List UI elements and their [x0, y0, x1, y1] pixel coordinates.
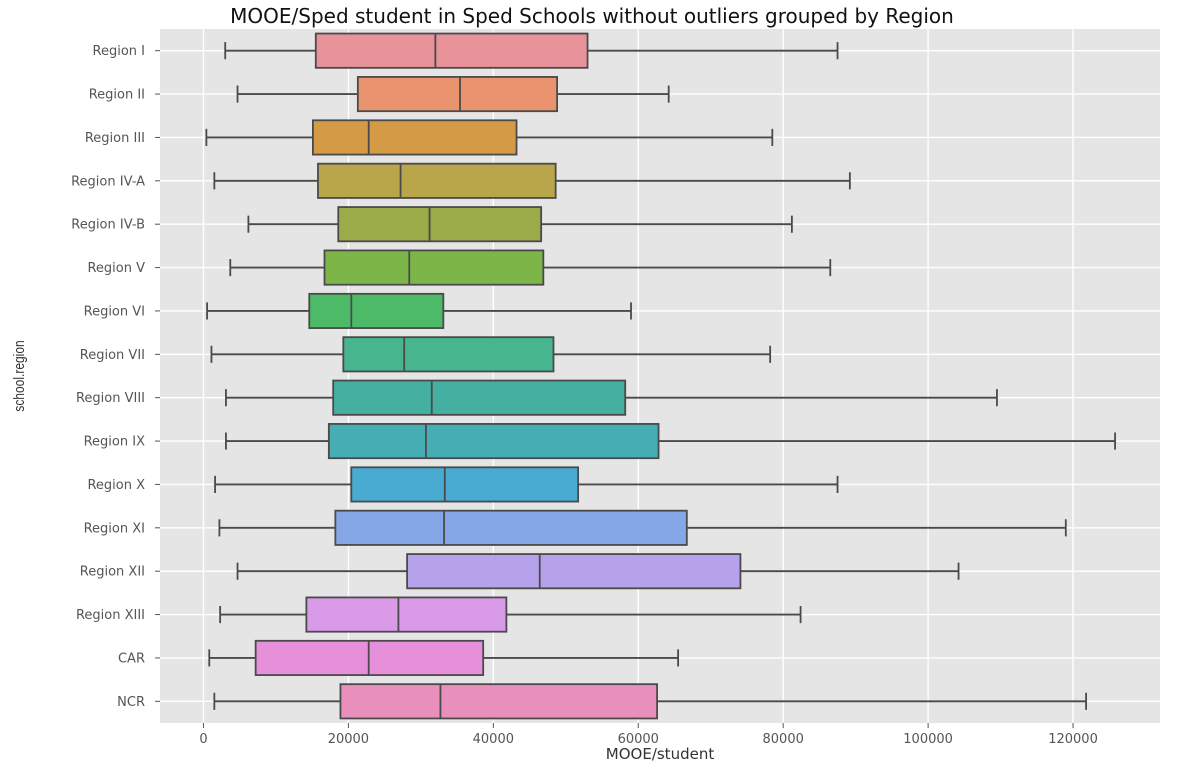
- box-body: [337, 206, 543, 243]
- boxes-layer: [205, 32, 1116, 720]
- box-body: [308, 292, 445, 329]
- box-region-viii: [225, 379, 998, 416]
- box-ncr: [213, 683, 1087, 720]
- y-tick-label: Region VII: [80, 348, 145, 363]
- box-region-xiii: [219, 596, 802, 633]
- y-tick-label: Region XI: [84, 521, 145, 536]
- box-body: [342, 336, 555, 373]
- box-body: [323, 249, 545, 286]
- y-tick-label: Region X: [87, 478, 145, 493]
- y-tick-label: CAR: [118, 651, 145, 666]
- box-region-xi: [218, 509, 1067, 546]
- box-region-ix: [225, 423, 1116, 460]
- x-tick-label: 100000: [903, 732, 953, 747]
- y-axis-label: school.region: [11, 340, 28, 411]
- y-tick-label: Region XIII: [76, 608, 145, 623]
- y-tick-label: Region I: [93, 44, 145, 59]
- box-region-iv-a: [213, 162, 851, 199]
- y-tick-label: Region VIII: [76, 391, 145, 406]
- box-body: [317, 162, 557, 199]
- x-axis-label: MOOE/student: [606, 745, 715, 763]
- x-tick-label: 20000: [328, 732, 369, 747]
- y-tick-labels: Region I Region II Region III Region IV-A Re…: [71, 44, 160, 710]
- box-region-i: [224, 32, 839, 69]
- box-body: [406, 553, 742, 590]
- box-body: [350, 466, 580, 503]
- box-region-iii: [205, 119, 774, 156]
- y-tick-label: Region IV-A: [71, 174, 145, 189]
- box-region-x: [214, 466, 839, 503]
- y-tick-label: Region IV-B: [71, 218, 145, 233]
- box-body: [327, 423, 660, 460]
- x-tick-label: 0: [199, 732, 207, 747]
- box-body: [356, 76, 559, 113]
- y-tick-label: Region VI: [84, 304, 145, 319]
- box-car: [208, 639, 680, 676]
- box-region-vii: [210, 336, 772, 373]
- x-tick-label: 40000: [473, 732, 514, 747]
- y-tick-label: Region V: [87, 261, 145, 276]
- y-tick-label: Region IX: [84, 435, 145, 450]
- y-tick-label: Region III: [85, 131, 145, 146]
- box-region-iv-b: [247, 206, 793, 243]
- box-body: [339, 683, 659, 720]
- box-region-ii: [236, 76, 670, 113]
- x-tick-label: 120000: [1048, 732, 1098, 747]
- box-body: [334, 509, 688, 546]
- box-region-vi: [206, 292, 632, 329]
- box-body: [311, 119, 518, 156]
- box-region-xii: [236, 553, 960, 590]
- x-tick-labels: 0 20000 40000 60000 80000 100000 120000: [199, 723, 1098, 747]
- box-body: [332, 379, 627, 416]
- y-tick-label: NCR: [117, 695, 145, 710]
- box-body: [314, 32, 589, 69]
- box-region-v: [229, 249, 832, 286]
- y-tick-label: Region XII: [80, 565, 145, 580]
- chart-title: MOOE/Sped student in Sped Schools withou…: [230, 4, 954, 28]
- y-tick-label: Region II: [89, 88, 145, 103]
- x-tick-label: 80000: [763, 732, 804, 747]
- x-tick-label: 60000: [618, 732, 659, 747]
- box-body: [305, 596, 508, 633]
